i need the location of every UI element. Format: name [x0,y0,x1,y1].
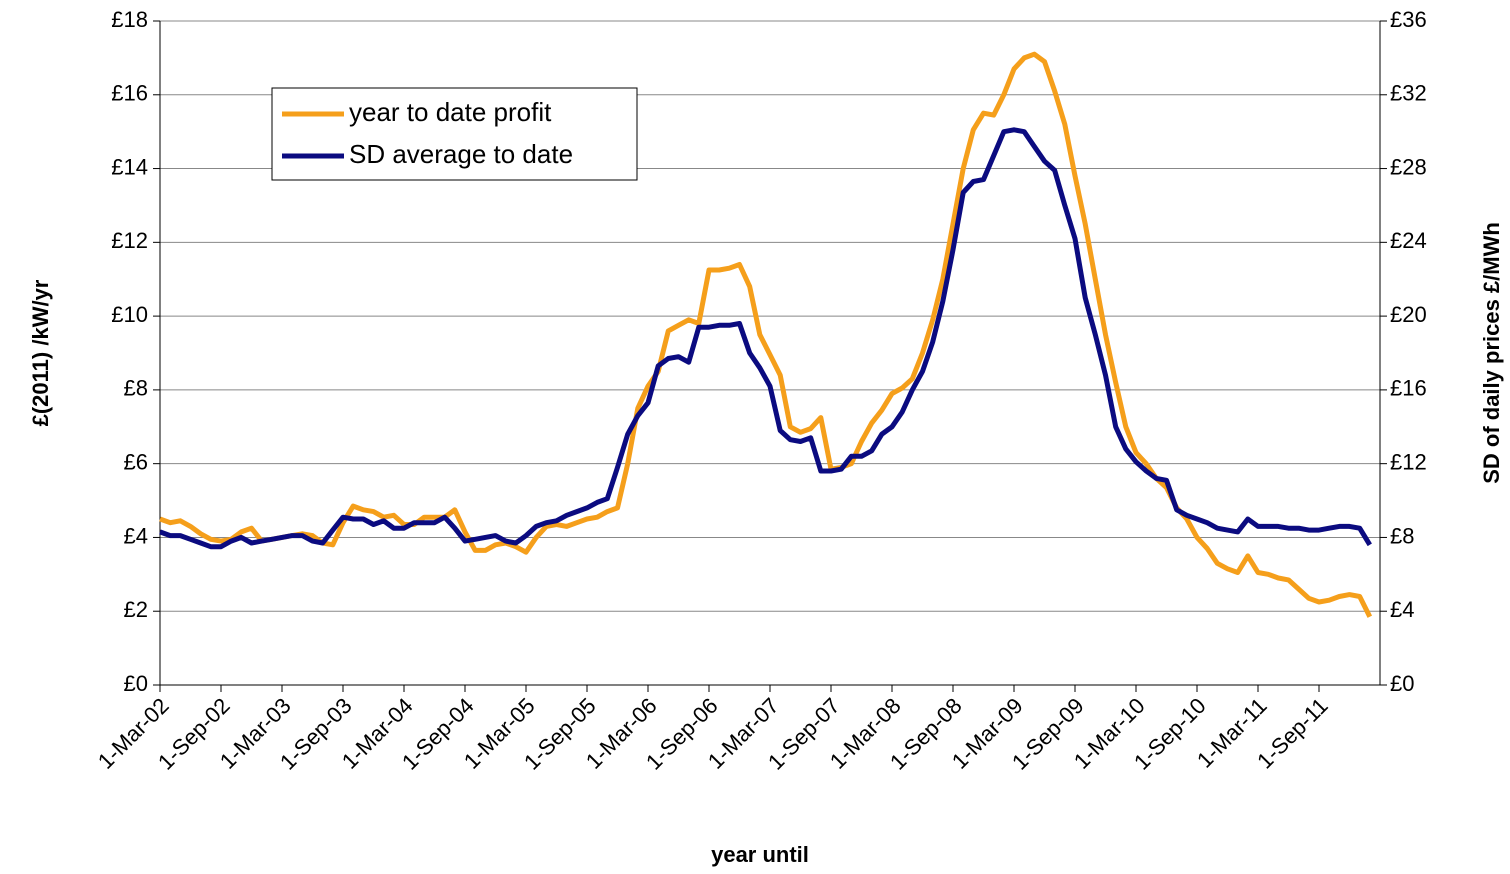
y2-tick-label: £28 [1390,154,1427,179]
y2-tick-label: £4 [1390,597,1414,622]
y2-tick-label: £8 [1390,523,1414,548]
y-tick-label: £10 [111,302,148,327]
y-axis-title: £(2011) /kW/yr [28,279,53,426]
y2-tick-label: £20 [1390,302,1427,327]
y-tick-label: £12 [111,228,148,253]
y2-tick-label: £32 [1390,81,1427,106]
y2-tick-label: £12 [1390,449,1427,474]
y2-axis-title: SD of daily prices £/MWh [1479,222,1504,484]
y-tick-label: £8 [124,376,148,401]
y-tick-label: £16 [111,81,148,106]
series-line [159,127,1372,550]
legend-label: year to date profit [349,97,552,127]
y-tick-label: £14 [111,154,148,179]
y2-tick-label: £16 [1390,376,1427,401]
legend-label: SD average to date [349,139,573,169]
x-axis-title: year until [711,842,809,867]
y2-tick-label: £24 [1390,228,1427,253]
y-tick-label: £0 [124,671,148,696]
y-tick-label: £6 [124,449,148,474]
legend-box [271,87,638,181]
y-tick-label: £2 [124,597,148,622]
y2-tick-label: £36 [1390,7,1427,32]
y-tick-label: £4 [124,523,148,548]
y2-tick-label: £0 [1390,671,1414,696]
y-tick-label: £18 [111,7,148,32]
